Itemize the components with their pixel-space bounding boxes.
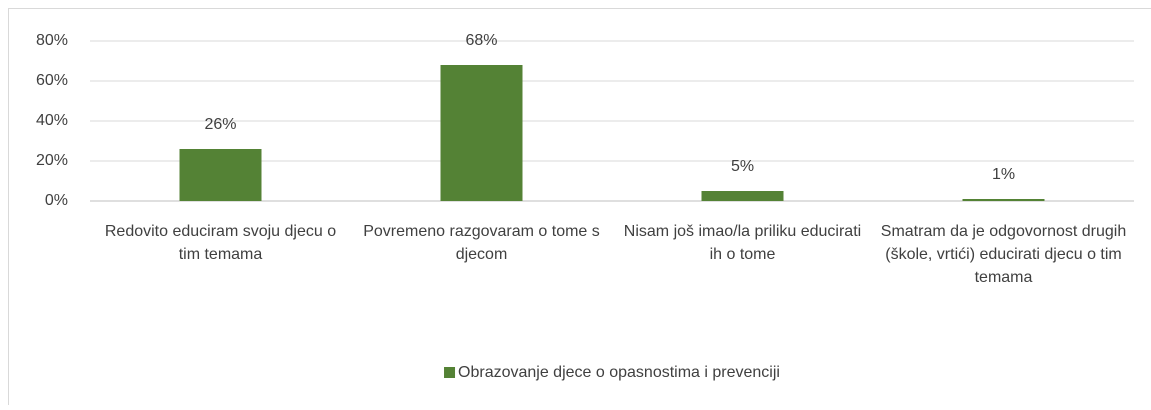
legend-swatch bbox=[444, 367, 455, 378]
data-label: 26% bbox=[204, 116, 236, 133]
chart-frame bbox=[9, 9, 1151, 406]
y-tick-label: 0% bbox=[45, 192, 68, 209]
legend-label: Obrazovanje djece o opasnostima i preven… bbox=[458, 364, 780, 381]
x-tick-label: Smatram da je odgovornost drugih(škole, … bbox=[881, 223, 1126, 286]
bar bbox=[441, 65, 523, 201]
y-tick-label: 80% bbox=[36, 32, 68, 49]
data-label: 1% bbox=[992, 166, 1015, 183]
bar bbox=[963, 199, 1045, 201]
y-tick-label: 60% bbox=[36, 72, 68, 89]
data-label: 68% bbox=[465, 32, 497, 49]
bar bbox=[702, 191, 784, 201]
y-tick-label: 20% bbox=[36, 152, 68, 169]
data-label: 5% bbox=[731, 158, 754, 175]
bar bbox=[180, 149, 262, 201]
y-tick-label: 40% bbox=[36, 112, 68, 129]
